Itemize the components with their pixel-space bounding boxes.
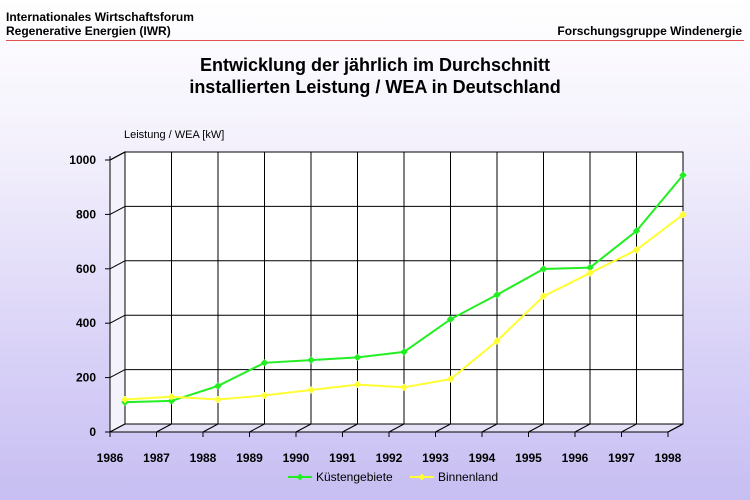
data-point: [400, 383, 408, 392]
x-tick-label: 1993: [422, 451, 449, 465]
x-gridline-floor: [574, 423, 591, 433]
data-point: [167, 397, 176, 405]
x-tick-label: 1997: [608, 451, 635, 465]
x-tick-label: 1987: [143, 451, 170, 465]
data-point: [446, 375, 455, 383]
legend-marker-0: [296, 473, 304, 481]
y-tick-label: 1000: [69, 153, 96, 167]
legend-label-1: Binnenland: [438, 470, 498, 484]
data-point: [167, 392, 176, 401]
y-gridline-side: [109, 260, 126, 270]
x-gridline-floor: [202, 423, 219, 433]
header-research-group: Forschungsgruppe Windenergie: [557, 24, 742, 38]
y-gridline-side: [109, 205, 126, 215]
x-gridline-floor: [249, 423, 265, 433]
y-gridline-side: [109, 314, 126, 324]
data-point: [307, 356, 315, 364]
y-tick-label: 200: [76, 371, 96, 385]
legend-label-0: Küstengebiete: [316, 470, 393, 484]
y-gridline-side: [109, 369, 126, 379]
x-tick-label: 1994: [469, 451, 496, 465]
x-tick-label: 1991: [329, 451, 356, 465]
org-name-line2: Regenerative Energien (IWR): [6, 24, 171, 38]
y-tick-label: 400: [76, 316, 96, 330]
chart-title-line1: Entwicklung der jährlich im Durchschnitt: [199, 55, 551, 75]
x-tick-label: 1996: [562, 451, 589, 465]
x-gridline-floor: [667, 423, 684, 433]
x-gridline-floor: [156, 423, 172, 433]
data-point: [679, 210, 687, 219]
x-gridline-floor: [481, 423, 498, 433]
x-tick-label: 1988: [190, 451, 217, 465]
y-gridline-side: [109, 151, 126, 161]
data-point: [632, 227, 641, 235]
data-point: [632, 246, 641, 254]
x-tick-label: 1986: [97, 451, 124, 465]
legend-marker-1: [418, 473, 426, 481]
plot-side-wall: [109, 151, 126, 433]
x-tick-label: 1998: [655, 451, 682, 465]
data-point: [493, 337, 501, 345]
x-gridline-floor: [388, 423, 405, 433]
data-point: [353, 353, 362, 362]
y-axis-label: Leistung / WEA [kW]: [124, 129, 224, 141]
data-point: [679, 171, 687, 179]
data-point: [400, 348, 408, 356]
data-point: [446, 315, 455, 324]
y-tick-label: 600: [76, 262, 96, 276]
org-name-line1: Internationales Wirtschaftsforum: [6, 10, 194, 24]
data-point: [307, 386, 315, 394]
data-point: [260, 391, 269, 400]
data-point: [214, 382, 222, 390]
header-divider: [6, 40, 744, 41]
data-point: [214, 395, 222, 404]
data-point: [586, 269, 594, 277]
x-gridline-floor: [621, 423, 637, 433]
data-point: [260, 358, 269, 367]
y-tick-label: 0: [89, 425, 96, 439]
header-organization: Internationales Wirtschaftsforum Regener…: [6, 10, 194, 38]
data-point: [539, 265, 548, 273]
chart-title-line2: installierten Leistung / WEA in Deutschl…: [189, 77, 561, 97]
y-tick-label: 800: [76, 207, 96, 221]
x-tick-label: 1989: [236, 451, 263, 465]
x-tick-label: 1992: [376, 451, 403, 465]
data-point: [121, 395, 129, 404]
x-gridline-floor: [295, 423, 312, 433]
x-gridline-floor: [528, 423, 544, 433]
chart-title: Entwicklung der jährlich im Durchschnitt…: [0, 54, 750, 98]
data-point: [493, 290, 501, 299]
x-tick-label: 1995: [515, 451, 542, 465]
data-point: [539, 292, 548, 301]
x-gridline-floor: [342, 423, 358, 433]
data-point: [353, 380, 362, 389]
x-gridline-floor: [435, 423, 451, 433]
x-tick-label: 1990: [283, 451, 310, 465]
